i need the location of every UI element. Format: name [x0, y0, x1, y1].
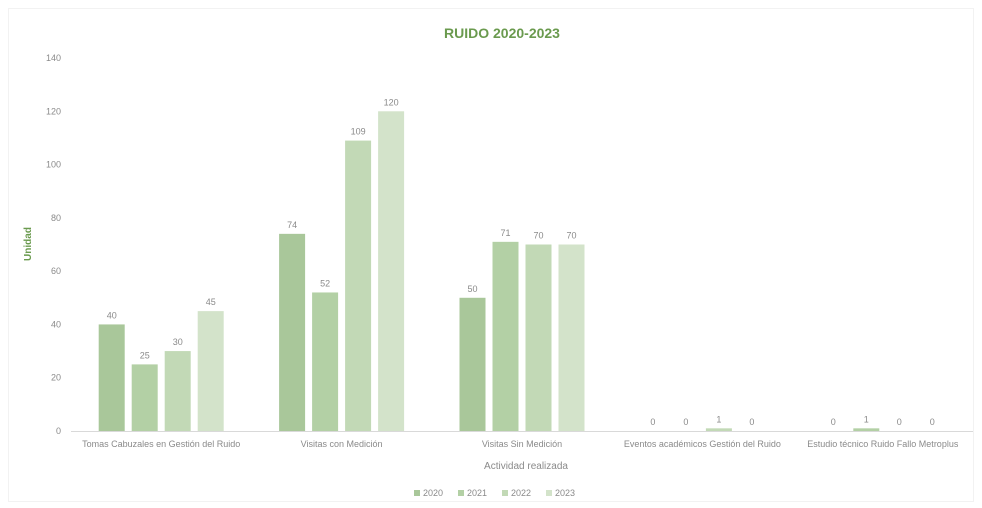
bar	[492, 241, 519, 431]
data-label: 0	[930, 417, 935, 427]
legend-label: 2020	[423, 488, 443, 498]
data-label: 120	[384, 97, 399, 107]
y-tick-label: 80	[51, 213, 61, 223]
legend-swatch	[546, 490, 552, 496]
legend-label: 2021	[467, 488, 487, 498]
bar	[345, 140, 372, 432]
x-axis-ticks: Tomas Cabuzales en Gestión del Ruido Visi…	[82, 439, 959, 449]
x-tick-label: Visitas con Medición	[301, 439, 383, 449]
bar-chart: RUIDO 2020-2023 Unidad Actividad realiza…	[23, 25, 973, 498]
bars-group	[98, 111, 880, 432]
data-label: 0	[749, 417, 754, 427]
bar	[164, 351, 191, 431]
x-tick-label: Tomas Cabuzales en Gestión del Ruido	[82, 439, 240, 449]
data-label: 1	[716, 414, 721, 424]
data-label: 52	[320, 278, 330, 288]
bar	[558, 244, 585, 431]
bar	[312, 292, 339, 431]
bar	[853, 428, 880, 431]
legend-swatch	[502, 490, 508, 496]
data-label: 40	[107, 310, 117, 320]
bar	[197, 311, 224, 431]
data-label: 0	[683, 417, 688, 427]
x-axis-label: Actividad realizada	[484, 461, 568, 472]
bar	[378, 111, 405, 432]
bar	[459, 297, 486, 431]
data-label: 74	[287, 220, 297, 230]
y-tick-label: 20	[51, 373, 61, 383]
data-label: 0	[897, 417, 902, 427]
bar	[525, 244, 552, 431]
chart-title: RUIDO 2020-2023	[444, 25, 560, 41]
legend-label: 2022	[511, 488, 531, 498]
y-tick-label: 100	[46, 160, 61, 170]
data-label: 0	[650, 417, 655, 427]
legend-swatch	[414, 490, 420, 496]
data-label: 45	[206, 297, 216, 307]
bar	[279, 233, 306, 431]
data-label: 50	[467, 284, 477, 294]
bar	[98, 324, 125, 431]
legend: 2020 2021 2022 2023	[414, 488, 575, 498]
y-axis-label: Unidad	[23, 227, 34, 261]
chart-container: RUIDO 2020-2023 Unidad Actividad realiza…	[8, 8, 974, 502]
data-label: 109	[351, 127, 366, 137]
y-tick-label: 120	[46, 106, 61, 116]
data-label: 70	[533, 231, 543, 241]
y-tick-label: 0	[56, 426, 61, 436]
data-label: 1	[864, 414, 869, 424]
y-tick-label: 40	[51, 319, 61, 329]
y-tick-label: 60	[51, 266, 61, 276]
bar	[705, 428, 732, 431]
data-label: 30	[173, 337, 183, 347]
data-label: 71	[500, 228, 510, 238]
bar	[131, 364, 158, 431]
data-labels-group: 40 25 30 45 74 52 109 120 50 71 70 70 0 0 1 0 0 1 0 0	[107, 97, 935, 427]
x-tick-label: Visitas Sin Medición	[482, 439, 562, 449]
legend-label: 2023	[555, 488, 575, 498]
legend-swatch	[458, 490, 464, 496]
y-axis-ticks: 0 20 40 60 80 100 120 140	[46, 53, 61, 436]
data-label: 0	[831, 417, 836, 427]
data-label: 25	[140, 350, 150, 360]
x-tick-label: Estudio técnico Ruido Fallo Metroplus	[807, 439, 959, 449]
data-label: 70	[566, 231, 576, 241]
y-tick-label: 140	[46, 53, 61, 63]
x-tick-label: Eventos académicos Gestión del Ruido	[624, 439, 781, 449]
